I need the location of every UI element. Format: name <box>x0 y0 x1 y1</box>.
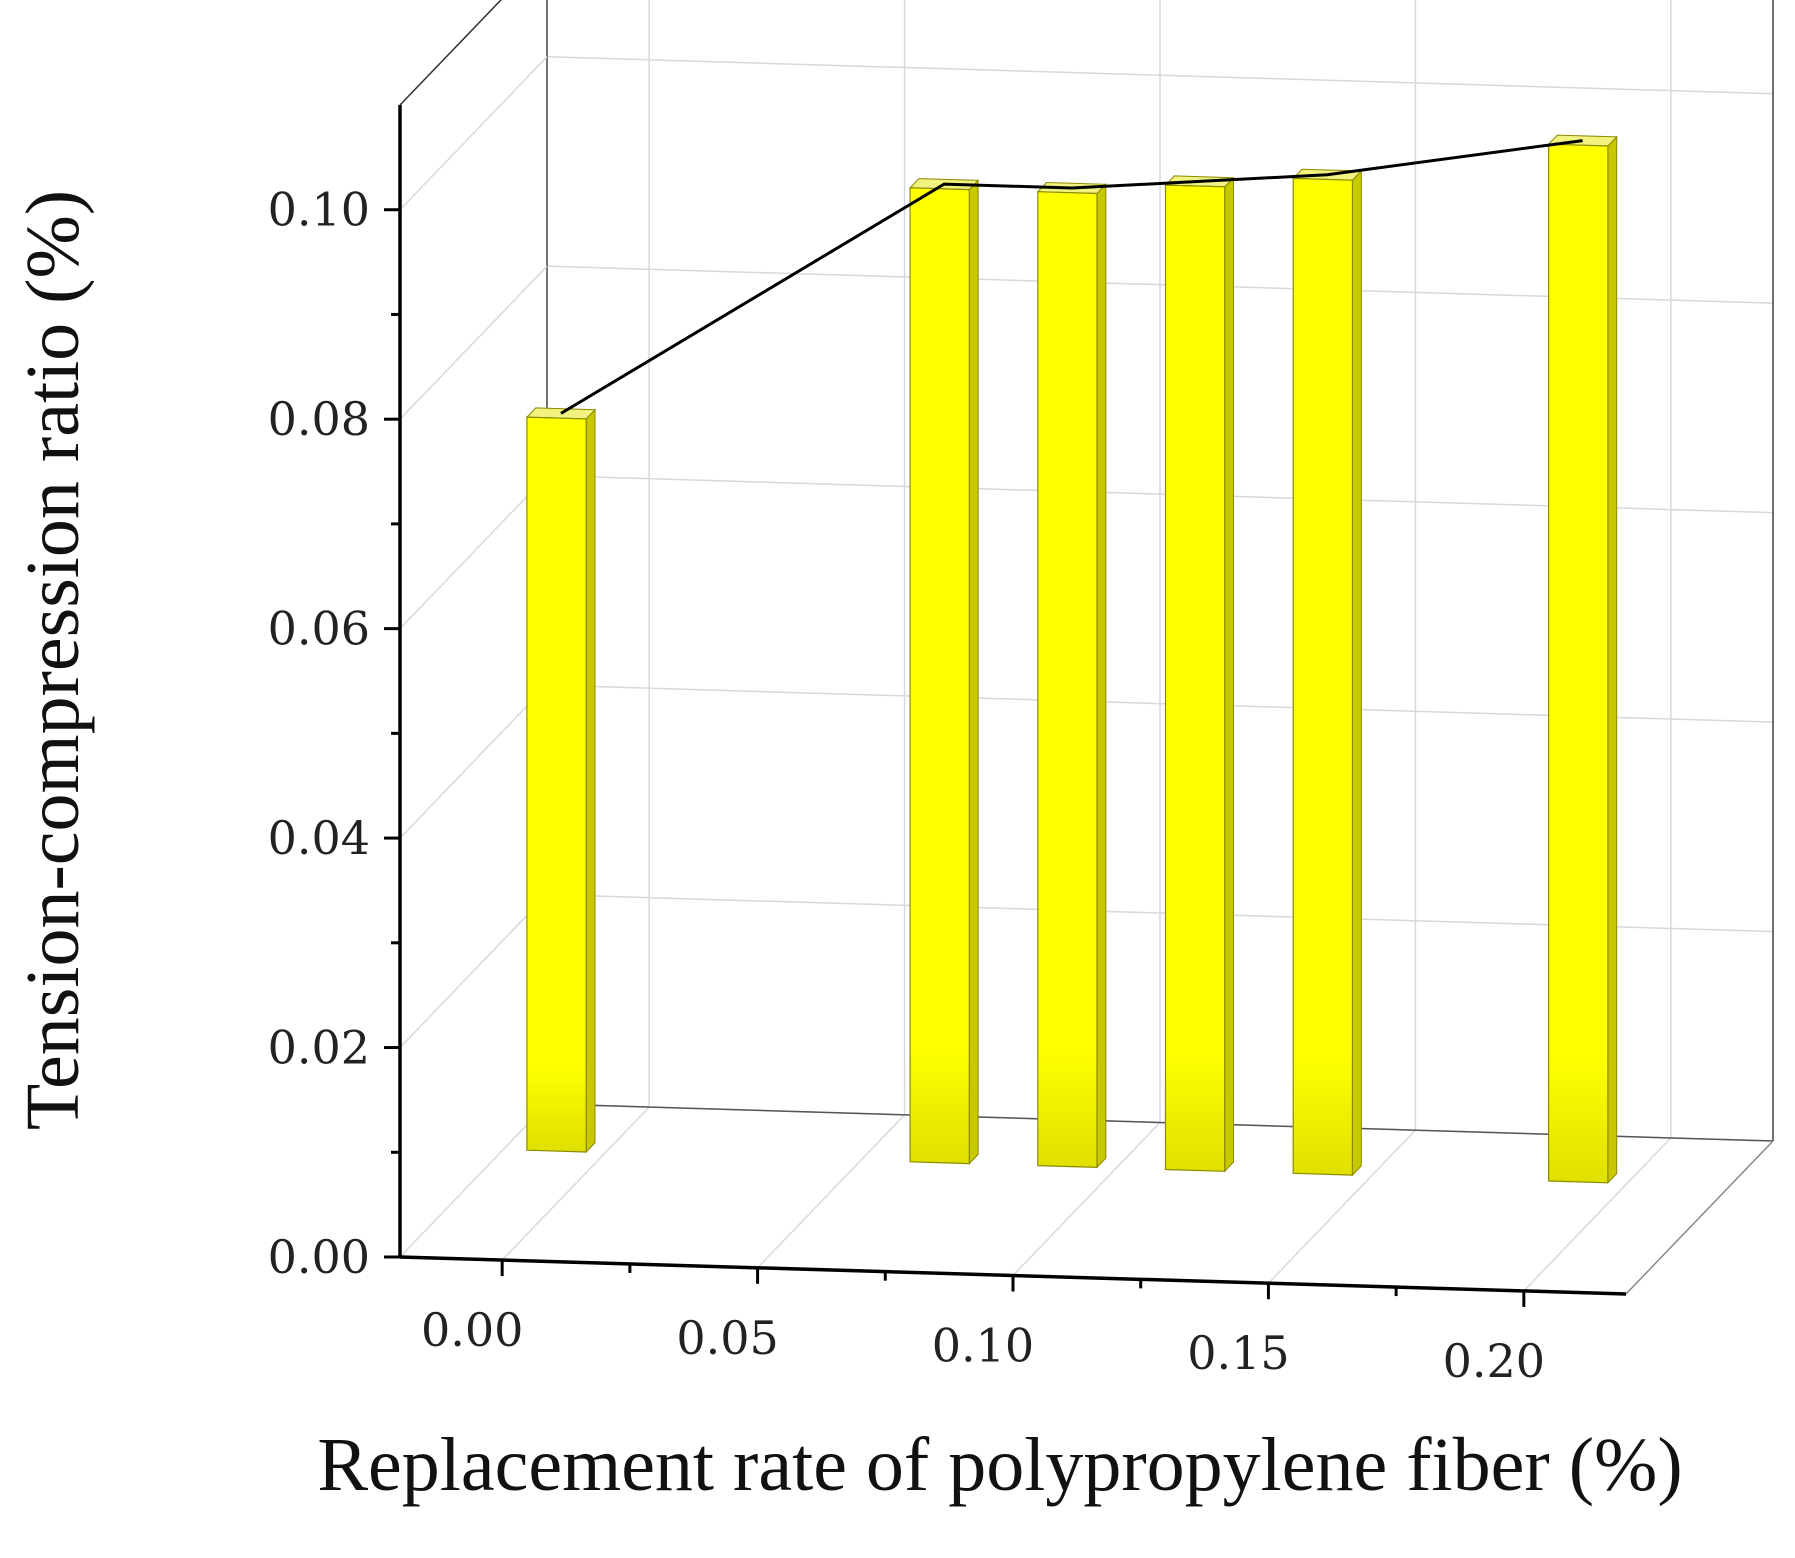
grid-line-depth-left <box>399 684 548 839</box>
x-tick-label: 0.15 <box>1187 1326 1289 1380</box>
x-axis-title: Replacement rate of polypropylene fiber … <box>317 1423 1682 1507</box>
grid-line-depth-left <box>399 475 548 630</box>
grid-line-floor <box>1523 1137 1672 1292</box>
bar <box>1164 175 1235 1173</box>
x-tick-label: 0.20 <box>1443 1334 1545 1388</box>
grid-line-depth-left <box>399 56 548 211</box>
bar-front-face <box>526 416 587 1153</box>
bar-side-face <box>1351 169 1362 1177</box>
y-tick-label: 0.04 <box>268 811 370 865</box>
bar <box>1036 181 1107 1169</box>
grid-line-floor <box>501 1106 650 1261</box>
bars <box>525 134 1618 1185</box>
bar <box>525 407 597 1154</box>
bar-side-face <box>968 179 979 1165</box>
y-tick-label: 0.06 <box>268 602 370 656</box>
bar-front-face <box>1164 184 1226 1172</box>
x-tick-label: 0.00 <box>421 1303 523 1357</box>
grid-line-depth-left <box>399 894 548 1049</box>
floor-right-edge <box>1625 1140 1774 1295</box>
series-line-group <box>560 139 1583 415</box>
grid-line-depth-left <box>399 0 502 106</box>
bar <box>1292 168 1363 1177</box>
bar <box>908 178 980 1165</box>
grid-line-floor <box>757 1114 906 1269</box>
grid-line-floor <box>1012 1121 1161 1277</box>
bar-front-face <box>1292 177 1354 1176</box>
y-axis-title: Tension-compression ratio (%) <box>11 190 95 1130</box>
bar-front-face <box>1547 143 1609 1184</box>
series-line <box>560 139 1583 415</box>
tick-labels: 0.00 0.02 0.04 0.06 0.08 0.10 0.00 0.05 0.10 0.15… <box>268 183 1545 1388</box>
bar-side-face <box>1607 135 1618 1185</box>
bar-front-face <box>1037 191 1098 1169</box>
grid-line-depth-left <box>399 265 548 420</box>
axes <box>384 0 1627 1307</box>
bar-front-face <box>909 187 970 1165</box>
bar-side-face <box>1224 176 1234 1173</box>
bar-side-face <box>585 408 596 1154</box>
top-left-depth-edge <box>399 0 502 106</box>
y-tick-label: 0.10 <box>268 183 370 237</box>
y-tick-label: 0.02 <box>268 1021 370 1075</box>
x-tick-label: 0.10 <box>932 1319 1034 1373</box>
grid-line-depth-left <box>399 1103 548 1258</box>
y-tick-label: 0.00 <box>268 1230 370 1284</box>
grid-line-floor <box>1267 1129 1416 1284</box>
y-tick-label: 0.08 <box>268 392 370 446</box>
bar <box>1547 134 1618 1185</box>
bar-side-face <box>1096 183 1107 1169</box>
x-tick-label: 0.05 <box>676 1311 778 1365</box>
